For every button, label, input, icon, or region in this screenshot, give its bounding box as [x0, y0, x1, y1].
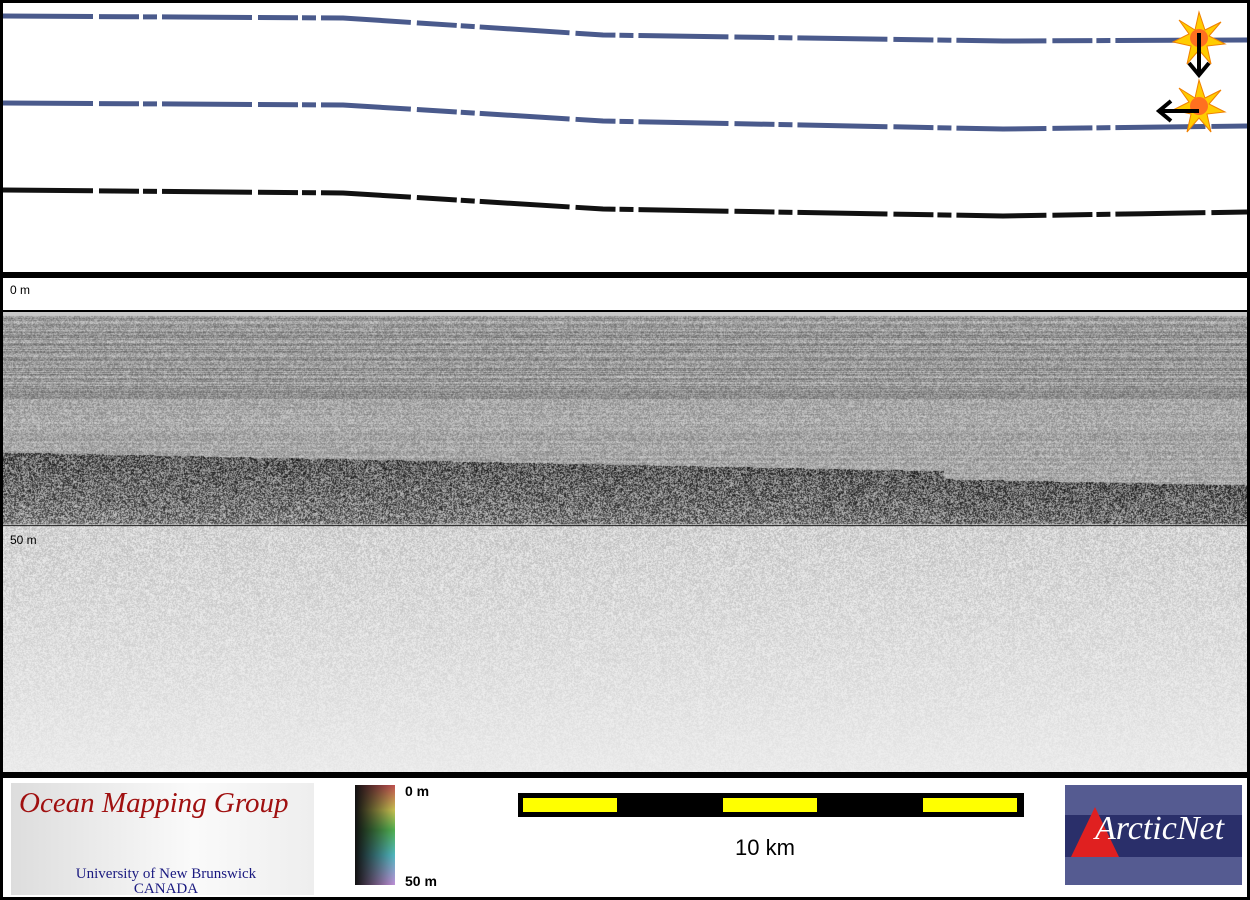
logo-line1: University of New Brunswick — [11, 867, 321, 882]
track-line-upper — [3, 16, 1247, 41]
navigation-track-panel — [3, 3, 1247, 272]
track-line-middle — [3, 103, 1247, 129]
scale-segment — [723, 798, 817, 812]
logo-title: Ocean Mapping Group — [19, 787, 289, 820]
distance-scale-bar — [518, 793, 1024, 817]
depth-label-50m: 50 m — [10, 533, 37, 547]
scale-bar-label: 10 km — [735, 835, 795, 861]
echogram-panel: 50 m — [3, 312, 1247, 772]
echogram-image — [3, 312, 1247, 772]
scale-segment — [523, 798, 617, 812]
colorbar-top-label: 0 m — [405, 783, 429, 799]
ocean-mapping-group-logo: Ocean Mapping Group University of New Br… — [11, 783, 314, 895]
colorbar-bottom-label: 50 m — [405, 873, 437, 889]
track-line-lower — [3, 190, 1247, 216]
arcticnet-logo: ArcticNet — [1065, 785, 1242, 885]
track-lines — [3, 3, 1247, 272]
depth-colorbar — [355, 785, 395, 885]
depth-label-top: 0 m — [10, 283, 30, 297]
depth-scale-strip: 0 m — [3, 278, 1247, 310]
scale-segment — [923, 798, 1017, 812]
logo-line2: CANADA — [11, 882, 321, 897]
footer-panel: Ocean Mapping Group University of New Br… — [3, 778, 1247, 897]
arcticnet-text: ArcticNet — [1095, 810, 1224, 848]
